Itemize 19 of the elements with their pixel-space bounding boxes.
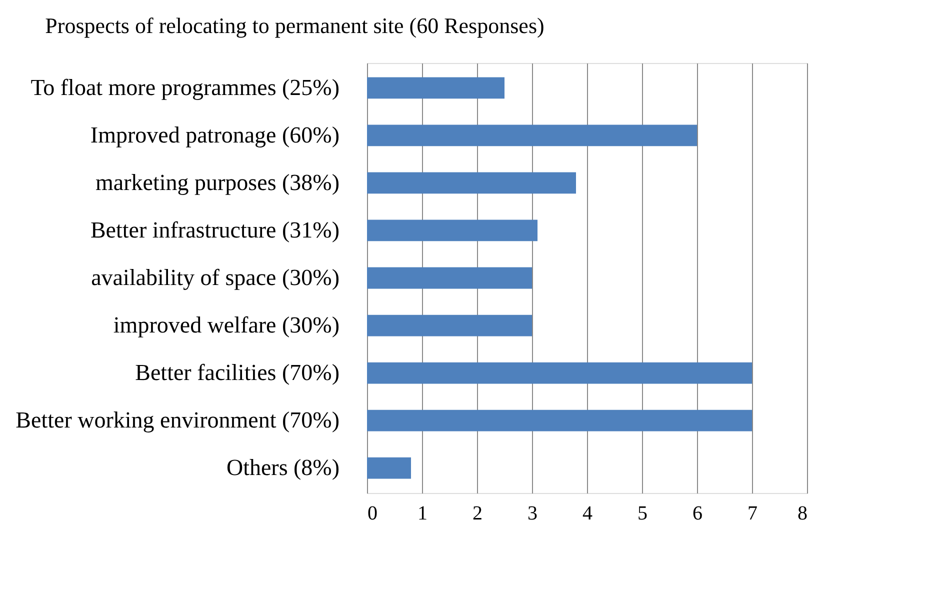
y-tick-label: marketing purposes (38%) [96, 170, 340, 195]
y-tick-label: Better infrastructure (31%) [90, 217, 340, 242]
x-tick-label: 2 [472, 502, 482, 524]
x-tick-label: 4 [582, 502, 592, 524]
x-tick-label: 7 [748, 502, 758, 524]
y-tick-label: Others (8%) [226, 455, 340, 480]
y-tick-label: To float more programmes (25%) [30, 74, 340, 100]
y-tick-label: Better working environment (70%) [16, 408, 340, 433]
y-tick-label: Improved patronage (60%) [90, 122, 340, 148]
x-tick-label: 0 [368, 502, 378, 524]
y-tick-label: Better facilities (70%) [135, 360, 340, 386]
x-tick-label: 6 [692, 502, 702, 524]
y-tick-label: improved welfare (30%) [113, 312, 340, 338]
x-tick-label: 5 [638, 502, 648, 524]
x-tick-label: 1 [418, 502, 428, 524]
x-tick-label: 3 [528, 502, 538, 524]
y-tick-label: availability of space (30%) [91, 265, 340, 290]
chart-title: Prospects of relocating to permanent site (60 Responses) [45, 13, 544, 38]
x-tick-label: 8 [798, 502, 808, 524]
